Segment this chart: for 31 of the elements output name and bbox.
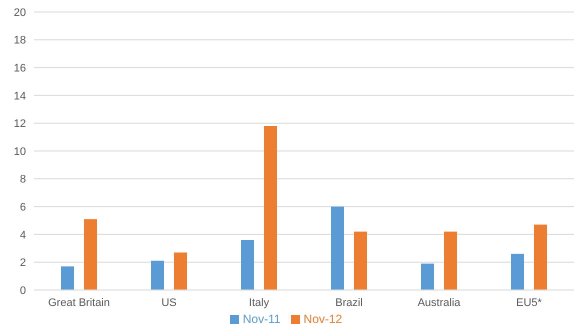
bar — [444, 232, 457, 290]
y-tick-label: 4 — [20, 229, 26, 242]
x-tick-label: Great Britain — [48, 296, 110, 309]
bar — [84, 219, 97, 290]
y-tick-label: 2 — [20, 257, 26, 270]
bar — [354, 232, 367, 290]
y-tick-label: 6 — [20, 202, 26, 214]
y-tick-label: 0 — [20, 284, 26, 297]
y-tick-label: 10 — [14, 146, 26, 158]
x-tick-label: Italy — [248, 296, 270, 309]
x-tick-label: EU5* — [516, 296, 543, 309]
bar — [264, 126, 277, 290]
y-tick-label: 12 — [14, 118, 26, 130]
x-tick-label: US — [161, 296, 177, 309]
bar — [61, 266, 74, 290]
y-tick-label: 8 — [20, 174, 26, 186]
bar — [331, 206, 344, 290]
bar — [151, 260, 164, 290]
legend-label: Nov-12 — [304, 312, 342, 326]
bar — [421, 264, 434, 290]
legend-label: Nov-11 — [242, 312, 281, 326]
x-tick-label: Brazil — [335, 296, 363, 309]
y-tick-label: 18 — [14, 34, 26, 47]
bar — [511, 254, 524, 290]
y-tick-label: 16 — [14, 62, 26, 75]
bar — [174, 252, 187, 290]
y-tick-label: 14 — [14, 90, 26, 102]
bar — [534, 224, 547, 290]
x-tick-label: Australia — [418, 296, 462, 309]
y-tick-label: 20 — [14, 6, 26, 19]
bar — [241, 240, 254, 290]
